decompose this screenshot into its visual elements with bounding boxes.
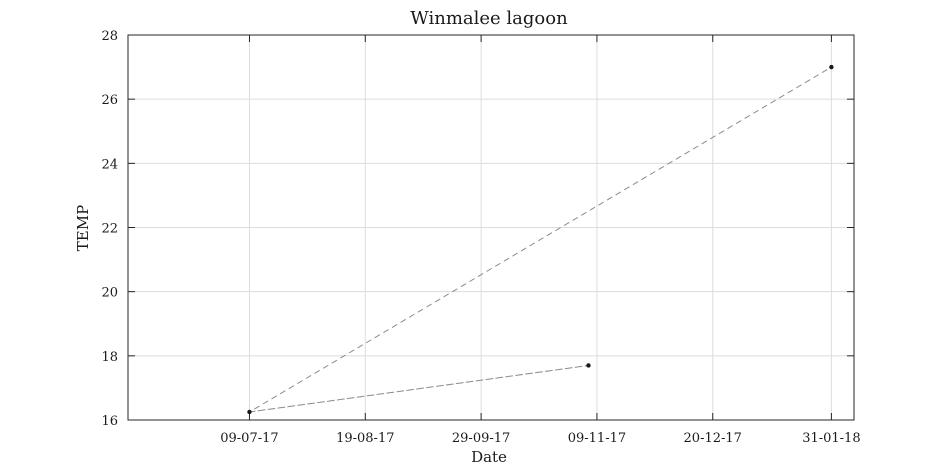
y-tick-label: 18: [101, 350, 118, 365]
x-tick-label: 09-11-17: [568, 431, 626, 446]
y-tick-label: 26: [101, 93, 118, 108]
x-tick-label: 31-01-18: [802, 431, 860, 446]
data-point: [829, 64, 834, 70]
y-tick-label: 28: [101, 29, 118, 44]
axis-ticks: [128, 34, 854, 421]
data-point: [247, 409, 252, 415]
x-tick-label: 09-07-17: [220, 431, 278, 446]
data-point: [586, 363, 591, 368]
y-tick-label: 24: [101, 157, 118, 172]
y-axis-label: TEMP: [74, 205, 92, 251]
x-tick-labels: 09-07-17 19-08-17 29-09-17 09-11-17 20-12-17…: [220, 431, 860, 446]
x-tick-label: 19-08-17: [336, 431, 394, 446]
y-tick-label: 22: [101, 222, 118, 237]
chart-title: Winmalee lagoon: [410, 8, 568, 29]
y-tick-labels: 16 18 20 22 24 26 28: [101, 29, 118, 429]
series-lines: [249, 66, 832, 413]
x-tick-label: 20-12-17: [684, 431, 742, 446]
series-markers: [247, 64, 834, 415]
x-axis-label: Date: [471, 448, 507, 466]
x-tick-label: 29-09-17: [452, 431, 510, 446]
y-tick-label: 16: [101, 414, 118, 429]
y-tick-label: 20: [101, 286, 118, 301]
series-line: [249, 66, 832, 413]
